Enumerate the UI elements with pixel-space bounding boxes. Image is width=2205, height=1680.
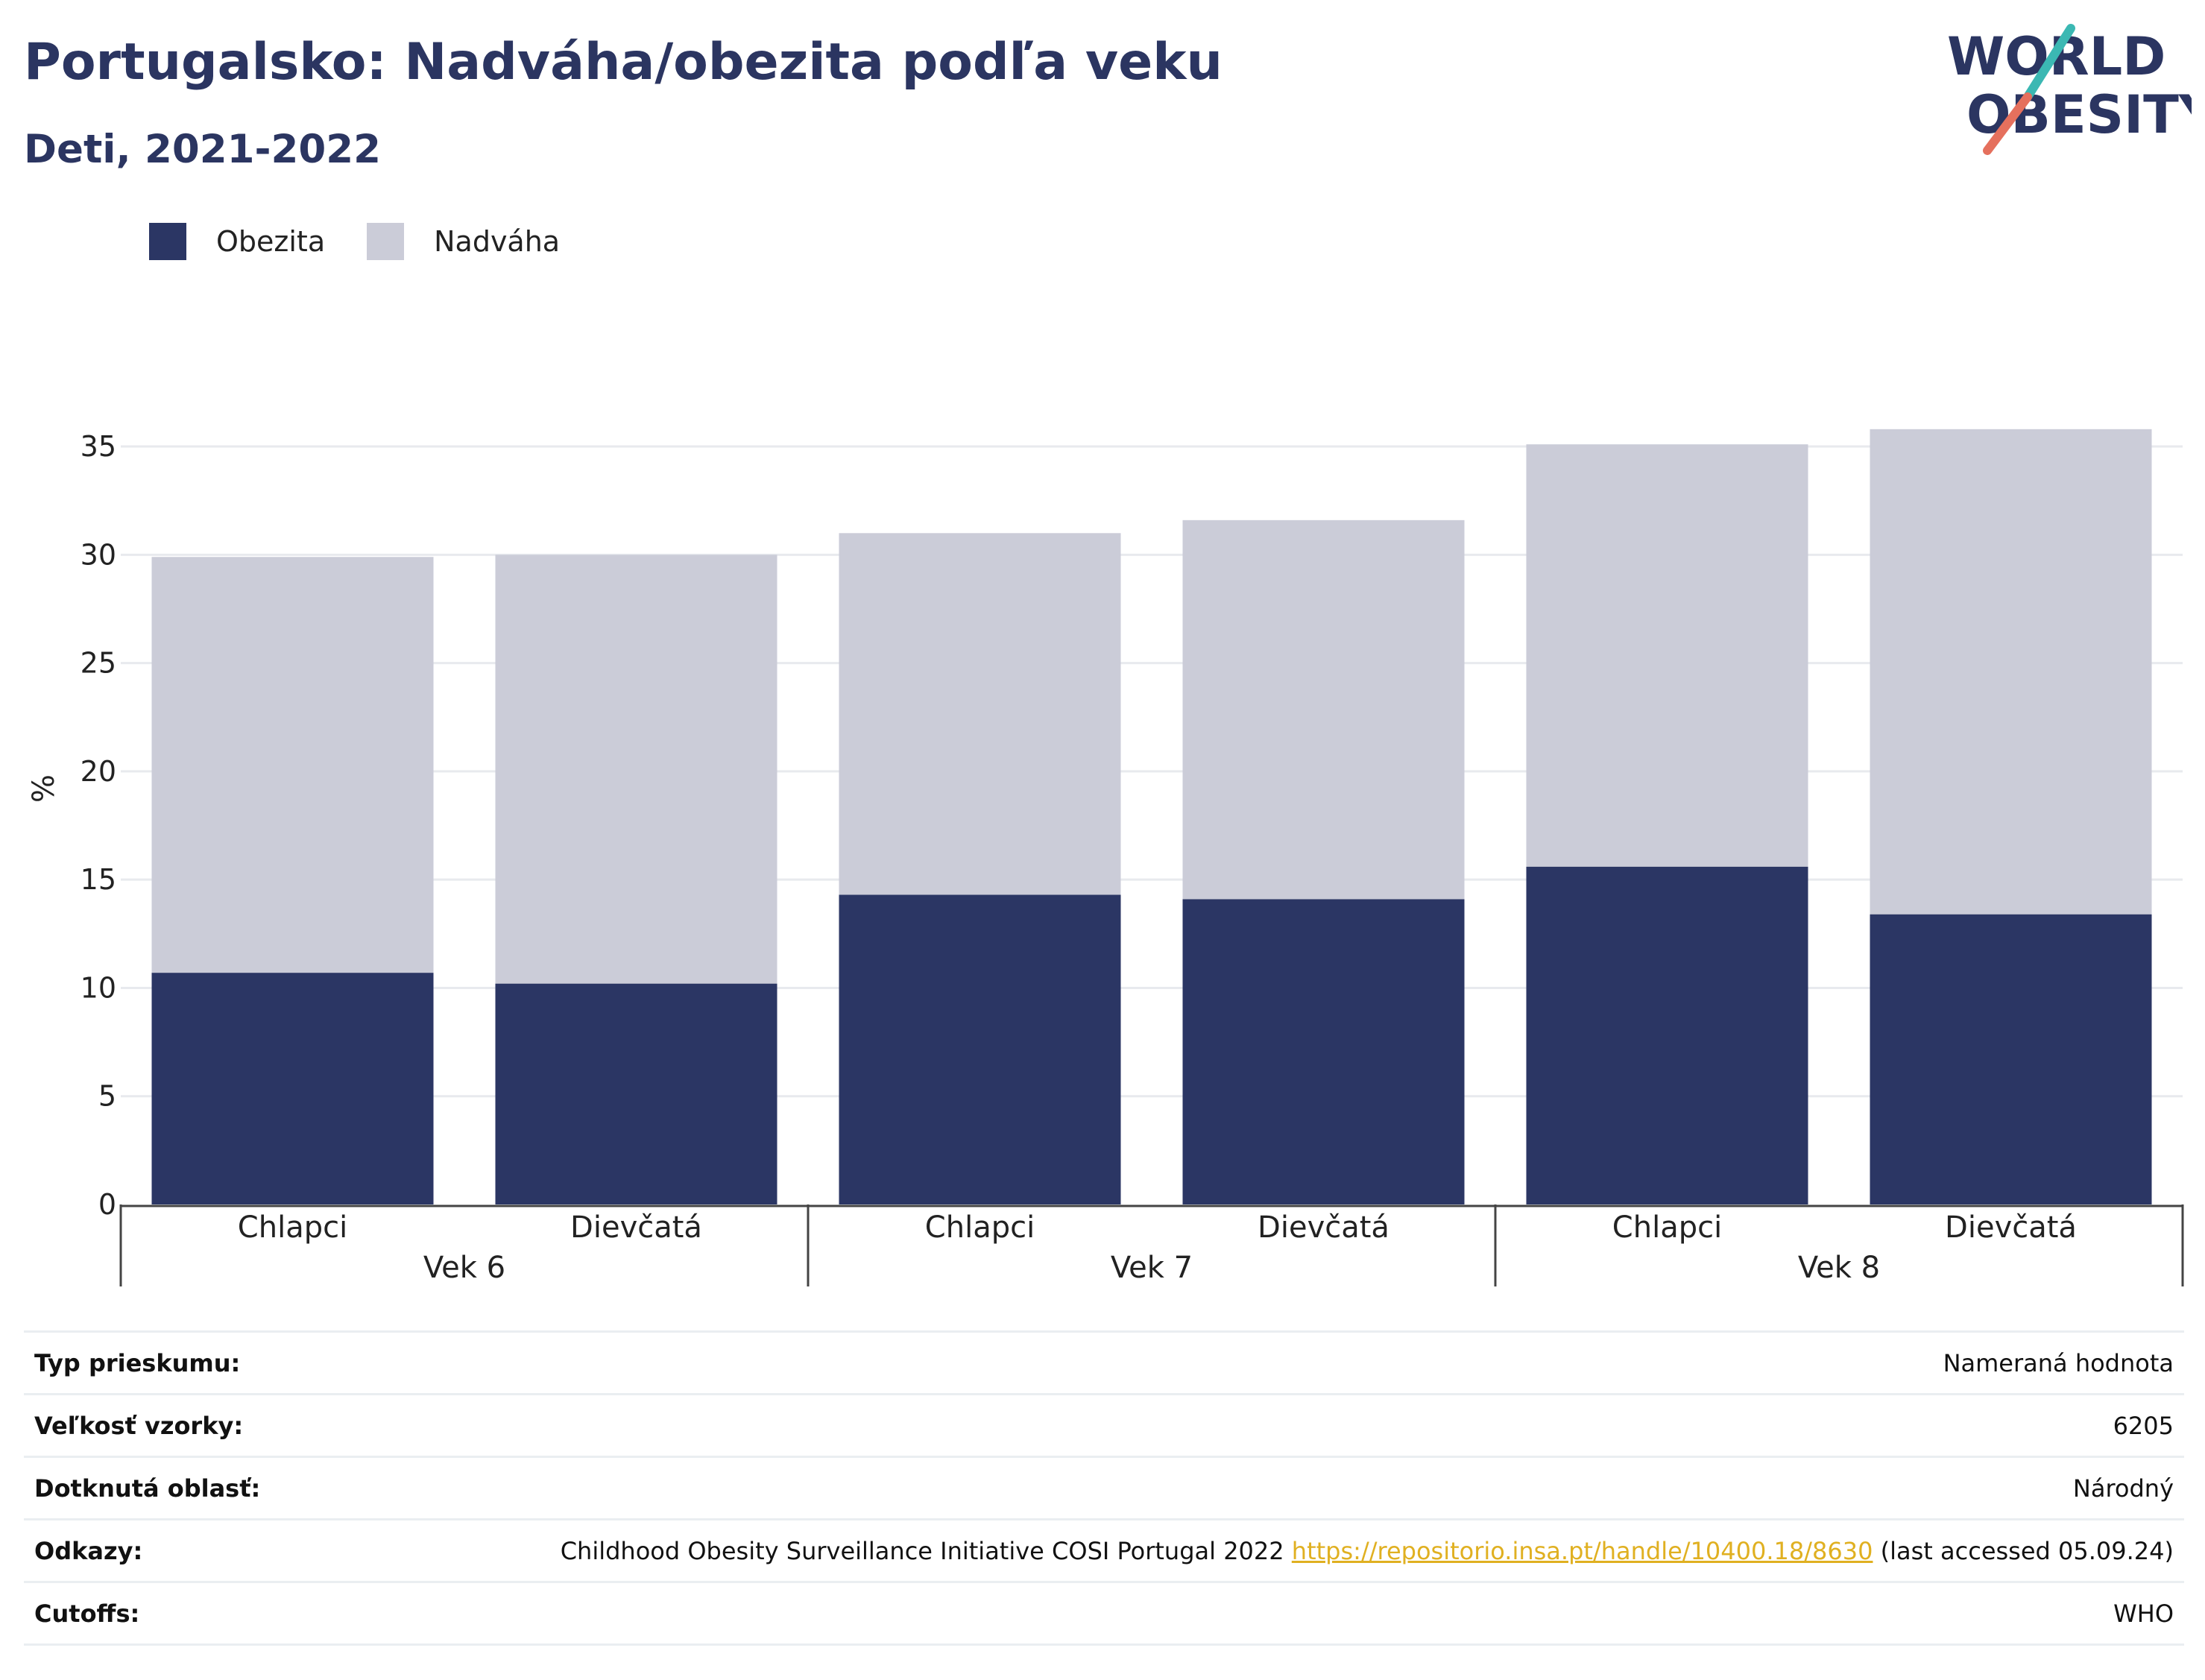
info-row-area: Dotknutá oblasť: Národný bbox=[24, 1456, 2184, 1520]
bar-obezita bbox=[1182, 899, 1465, 1204]
info-value: Childhood Obesity Surveillance Initiativ… bbox=[307, 1518, 2184, 1582]
bar-obezita bbox=[495, 983, 777, 1204]
y-tick-label: 35 bbox=[81, 430, 116, 463]
legend-swatch-nadvaha bbox=[367, 223, 405, 260]
info-label: Veľkosť vzorky: bbox=[24, 1393, 308, 1457]
bar-nadvaha bbox=[839, 533, 1121, 895]
bar-obezita bbox=[1870, 914, 2152, 1204]
info-label: Typ prieskumu: bbox=[24, 1330, 308, 1395]
x-tick-label: Dievčatá bbox=[1945, 1210, 2077, 1245]
bar-nadvaha bbox=[151, 557, 434, 973]
y-tick-label: 5 bbox=[98, 1080, 116, 1113]
info-label: Cutoffs: bbox=[24, 1581, 308, 1646]
info-value: WHO bbox=[307, 1581, 2184, 1646]
info-label: Dotknutá oblasť: bbox=[24, 1456, 308, 1520]
info-row-references: Odkazy: Childhood Obesity Surveillance I… bbox=[24, 1518, 2184, 1582]
chart-subtitle: Deti, 2021-2022 bbox=[24, 127, 382, 172]
legend-swatch-obezita bbox=[149, 223, 186, 260]
bar-obezita bbox=[1526, 866, 1808, 1204]
reference-text: Childhood Obesity Surveillance Initiativ… bbox=[560, 1536, 1292, 1565]
legend-item-obezita[interactable]: Obezita bbox=[149, 223, 325, 260]
x-tick-label: Dievčatá bbox=[1258, 1210, 1389, 1245]
y-axis-label: % bbox=[27, 774, 61, 803]
bar-nadvaha bbox=[1182, 520, 1465, 900]
chart-title: Portugalsko: Nadváha/obezita podľa veku bbox=[24, 33, 1223, 92]
info-value: Národný bbox=[307, 1456, 2184, 1520]
info-label: Odkazy: bbox=[24, 1518, 308, 1582]
y-tick-label: 20 bbox=[81, 755, 116, 788]
bar-obezita bbox=[839, 894, 1121, 1204]
reference-accessed: (last accessed 05.09.24) bbox=[1873, 1536, 2174, 1565]
info-value: 6205 bbox=[307, 1393, 2184, 1457]
world-obesity-logo: WORLD OBESITY bbox=[1947, 24, 2192, 155]
group-label: Vek 6 bbox=[423, 1251, 505, 1285]
legend-label-nadvaha: Nadváha bbox=[434, 225, 561, 258]
reference-link[interactable]: https://repositorio.insa.pt/handle/10400… bbox=[1291, 1536, 1873, 1565]
info-row-sample-size: Veľkosť vzorky: 6205 bbox=[24, 1393, 2184, 1457]
logo-slash-teal bbox=[2023, 24, 2075, 101]
x-tick-label: Chlapci bbox=[238, 1210, 347, 1245]
info-row-cutoffs: Cutoffs: WHO bbox=[24, 1581, 2184, 1646]
bar-obezita bbox=[151, 973, 434, 1204]
logo-slash-coral bbox=[1983, 92, 2032, 155]
legend-item-nadvaha[interactable]: Nadváha bbox=[367, 223, 560, 260]
chart-legend: Obezita Nadváha bbox=[149, 219, 602, 264]
x-tick-label: Dievčatá bbox=[570, 1210, 702, 1245]
x-tick-label: Chlapci bbox=[1612, 1210, 1722, 1245]
info-table: Typ prieskumu: Nameraná hodnota Veľkosť … bbox=[24, 1330, 2184, 1646]
bar-nadvaha bbox=[495, 555, 777, 984]
y-tick-label: 15 bbox=[81, 863, 116, 896]
legend-label-obezita: Obezita bbox=[216, 225, 326, 258]
group-label: Vek 7 bbox=[1111, 1251, 1193, 1285]
bar-nadvaha bbox=[1526, 444, 1808, 867]
group-label: Vek 8 bbox=[1798, 1251, 1880, 1285]
info-row-survey-type: Typ prieskumu: Nameraná hodnota bbox=[24, 1330, 2184, 1395]
y-tick-label: 25 bbox=[81, 647, 116, 680]
y-tick-label: 30 bbox=[81, 538, 116, 571]
y-tick-label: 10 bbox=[81, 971, 116, 1004]
info-value: Nameraná hodnota bbox=[307, 1330, 2184, 1395]
stacked-bar-chart: 0 5 10 15 20 25 30 35% Chlapci Dievčatá Chlapci Die… bbox=[27, 429, 2184, 1286]
y-tick-label: 0 bbox=[98, 1188, 116, 1221]
bar-nadvaha bbox=[1870, 429, 2152, 915]
x-tick-label: Chlapci bbox=[925, 1210, 1035, 1245]
